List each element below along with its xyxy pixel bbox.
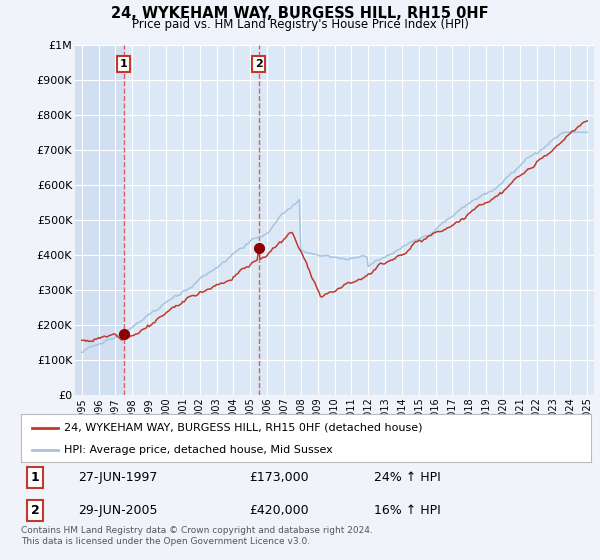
Text: Contains HM Land Registry data © Crown copyright and database right 2024.
This d: Contains HM Land Registry data © Crown c… [21,526,373,546]
Text: £173,000: £173,000 [249,471,308,484]
Text: HPI: Average price, detached house, Mid Sussex: HPI: Average price, detached house, Mid … [64,445,332,455]
Text: £420,000: £420,000 [249,504,308,517]
Text: 27-JUN-1997: 27-JUN-1997 [78,471,157,484]
Text: 24, WYKEHAM WAY, BURGESS HILL, RH15 0HF: 24, WYKEHAM WAY, BURGESS HILL, RH15 0HF [111,6,489,21]
Text: 16% ↑ HPI: 16% ↑ HPI [374,504,441,517]
Text: 29-JUN-2005: 29-JUN-2005 [78,504,157,517]
Text: 2: 2 [31,504,40,517]
Bar [75,45,124,395]
Text: 2: 2 [254,59,262,69]
Text: 1: 1 [31,471,40,484]
Text: Price paid vs. HM Land Registry's House Price Index (HPI): Price paid vs. HM Land Registry's House … [131,18,469,31]
Text: 24, WYKEHAM WAY, BURGESS HILL, RH15 0HF (detached house): 24, WYKEHAM WAY, BURGESS HILL, RH15 0HF … [64,423,422,433]
Text: 1: 1 [120,59,128,69]
Text: 24% ↑ HPI: 24% ↑ HPI [374,471,441,484]
